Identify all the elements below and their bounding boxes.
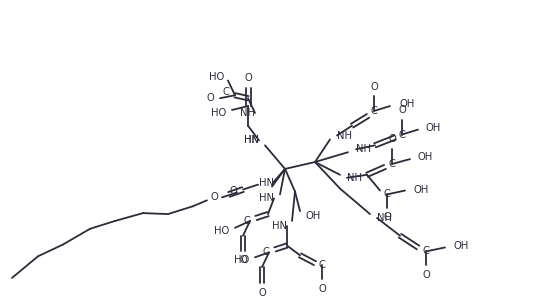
Text: C: C bbox=[423, 246, 430, 257]
Text: OH: OH bbox=[305, 211, 320, 221]
Text: HN: HN bbox=[244, 135, 259, 145]
Text: NH: NH bbox=[377, 213, 392, 223]
Text: C: C bbox=[222, 87, 229, 97]
Text: C: C bbox=[318, 260, 325, 270]
Text: OH: OH bbox=[418, 152, 433, 162]
Text: O: O bbox=[422, 270, 430, 280]
Text: HO: HO bbox=[211, 108, 226, 118]
Text: HO: HO bbox=[209, 71, 224, 82]
Text: O: O bbox=[207, 93, 214, 103]
Text: O: O bbox=[388, 134, 396, 144]
Text: O: O bbox=[370, 82, 378, 92]
Text: NH: NH bbox=[347, 173, 362, 183]
Text: HN: HN bbox=[258, 178, 273, 188]
Text: OH: OH bbox=[426, 123, 441, 133]
Text: C: C bbox=[384, 190, 391, 199]
Text: C: C bbox=[262, 247, 269, 257]
Text: C: C bbox=[388, 159, 395, 169]
Text: HN: HN bbox=[272, 221, 287, 231]
Text: C: C bbox=[371, 106, 377, 116]
Text: O: O bbox=[210, 192, 218, 202]
Text: HO: HO bbox=[214, 226, 229, 236]
Text: HN: HN bbox=[244, 135, 259, 145]
Text: OH: OH bbox=[453, 240, 468, 251]
Text: O: O bbox=[229, 186, 237, 196]
Text: OH: OH bbox=[399, 99, 414, 109]
Text: O: O bbox=[239, 255, 247, 265]
Text: NH: NH bbox=[337, 131, 352, 141]
Text: HO: HO bbox=[234, 255, 249, 265]
Text: O: O bbox=[258, 288, 266, 298]
Text: OH: OH bbox=[414, 184, 429, 195]
Text: O: O bbox=[398, 105, 406, 115]
Text: C: C bbox=[399, 129, 406, 140]
Text: O: O bbox=[244, 74, 252, 83]
Text: NH: NH bbox=[356, 144, 371, 154]
Text: O: O bbox=[383, 212, 391, 222]
Text: NH: NH bbox=[240, 108, 255, 118]
Text: C: C bbox=[243, 216, 250, 226]
Text: HN: HN bbox=[259, 193, 274, 203]
Text: O: O bbox=[318, 284, 326, 294]
